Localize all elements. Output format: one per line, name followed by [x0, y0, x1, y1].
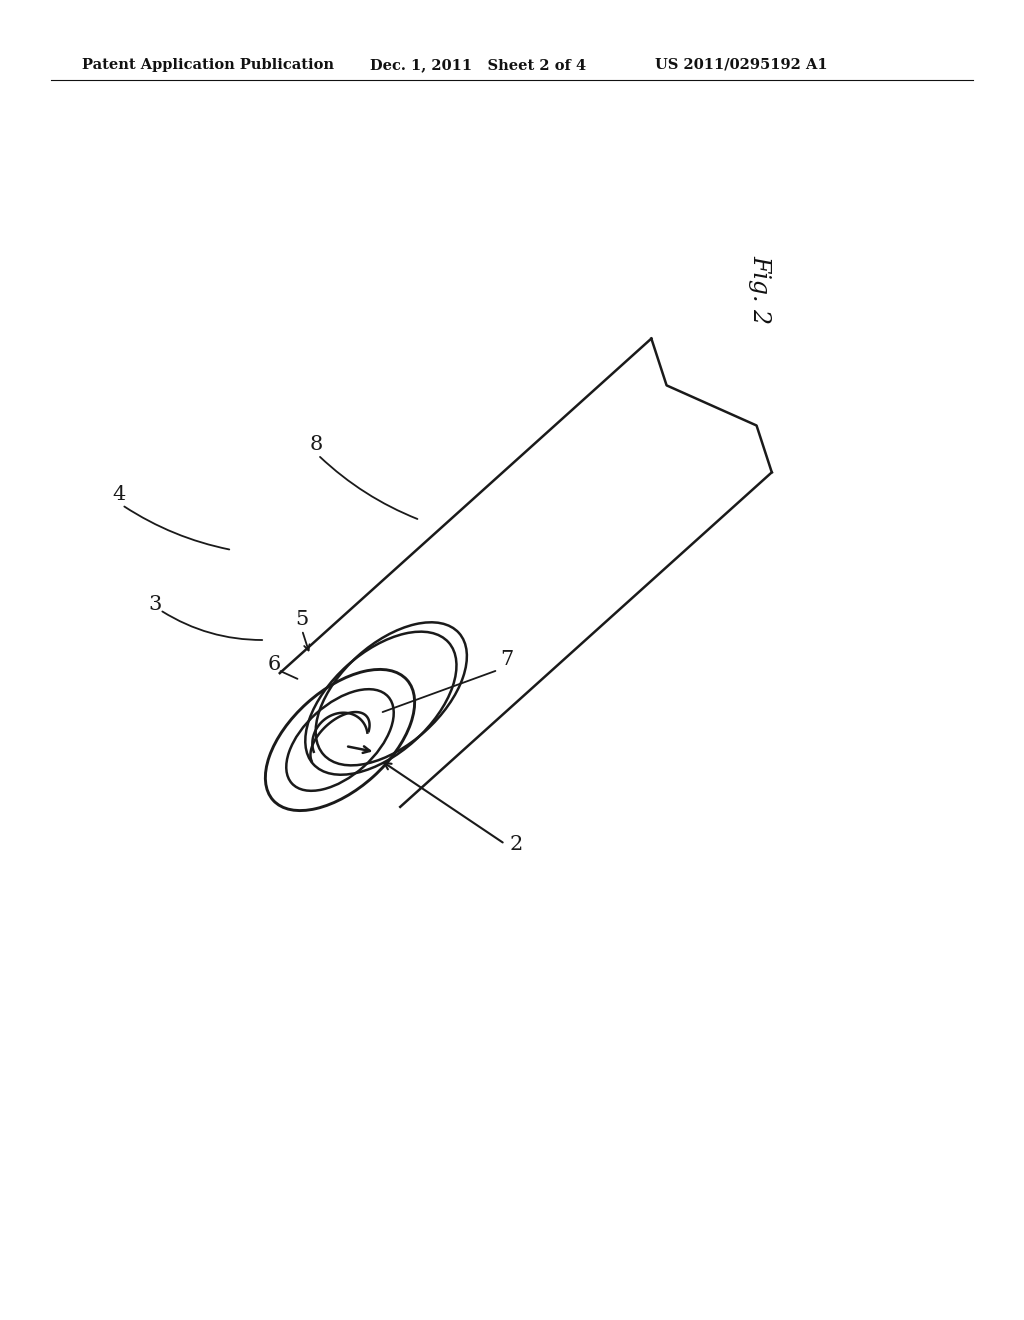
Text: 5: 5 — [295, 610, 308, 630]
Text: 8: 8 — [310, 436, 324, 454]
Text: 6: 6 — [268, 655, 282, 675]
Text: Fig. 2: Fig. 2 — [749, 255, 771, 323]
Text: Patent Application Publication: Patent Application Publication — [82, 58, 334, 73]
Text: 7: 7 — [500, 649, 513, 669]
Text: 3: 3 — [148, 595, 162, 614]
Text: 2: 2 — [510, 836, 523, 854]
Text: Dec. 1, 2011   Sheet 2 of 4: Dec. 1, 2011 Sheet 2 of 4 — [370, 58, 586, 73]
Text: 4: 4 — [112, 484, 125, 504]
Text: US 2011/0295192 A1: US 2011/0295192 A1 — [655, 58, 827, 73]
